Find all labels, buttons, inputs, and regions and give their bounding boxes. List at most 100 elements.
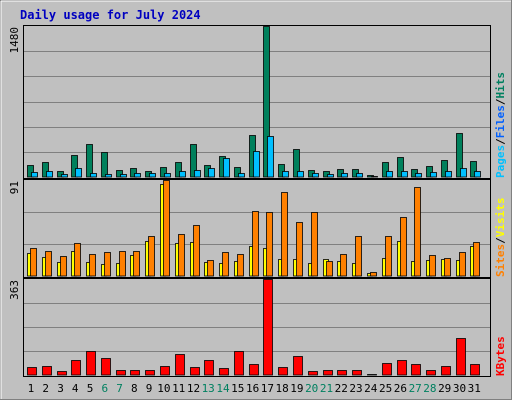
bar-kbytes-day-29 [441,366,451,376]
bar-files-day-4 [75,168,82,178]
x-label-day-16: 16 [246,382,259,395]
bar-kbytes-day-14 [219,368,229,376]
bar-visits-day-1 [30,248,37,277]
x-label-day-21: 21 [320,382,333,395]
legend-sites: Sites [494,244,507,277]
x-label-day-18: 18 [275,382,288,395]
bar-visits-day-24 [370,272,377,277]
x-label-day-15: 15 [231,382,244,395]
bar-visits-day-10 [163,180,170,277]
bar-kbytes-day-6 [101,358,111,376]
x-label-day-6: 6 [101,382,108,395]
x-label-day-30: 30 [453,382,466,395]
bar-kbytes-day-7 [116,370,126,376]
bar-visits-day-5 [89,254,96,277]
bar-visits-day-25 [385,236,392,277]
bar-visits-day-12 [193,225,200,277]
x-label-day-7: 7 [116,382,123,395]
x-label-day-2: 2 [42,382,49,395]
x-label-day-8: 8 [131,382,138,395]
x-label-day-5: 5 [87,382,94,395]
bar-visits-day-14 [222,252,229,277]
bar-files-day-27 [415,173,422,178]
bar-kbytes-day-30 [456,338,466,376]
bar-visits-day-4 [74,243,81,277]
bar-hits-day-31 [470,161,477,178]
bar-visits-day-6 [104,252,111,277]
bar-files-day-12 [194,170,201,178]
bar-kbytes-day-10 [160,366,170,376]
bar-visits-day-18 [281,192,288,277]
x-label-day-4: 4 [72,382,79,395]
bar-visits-day-2 [45,251,52,277]
bar-kbytes-day-22 [337,370,347,376]
bar-visits-day-19 [296,222,303,277]
bar-kbytes-day-16 [249,364,259,376]
bar-kbytes-day-3 [57,371,67,376]
bar-files-day-26 [401,171,408,178]
bottom-panel-grid [24,303,490,352]
x-label-day-11: 11 [172,382,185,395]
bar-visits-day-17 [266,212,273,277]
bar-hits-day-11 [175,162,182,178]
bar-files-day-15 [238,173,245,178]
bar-kbytes-day-21 [323,370,333,376]
top-legend: Pages/Files/Hits [494,72,507,178]
middle-panel-bars [27,180,480,277]
x-label-day-22: 22 [335,382,348,395]
x-label-day-3: 3 [57,382,64,395]
bar-visits-day-23 [355,236,362,277]
bar-files-day-29 [445,171,452,178]
bar-hits-day-6 [101,152,108,178]
bar-hits-day-19 [293,149,300,178]
bar-kbytes-day-12 [190,367,200,376]
bar-kbytes-day-1 [27,367,37,376]
bar-kbytes-day-18 [278,367,288,376]
bar-kbytes-day-15 [234,351,244,376]
bar-files-day-11 [179,171,186,178]
bar-hits-day-2 [42,162,49,178]
bar-kbytes-day-26 [397,360,407,376]
top-panel-bars [27,26,481,178]
bar-hits-day-29 [441,160,448,178]
bar-files-day-22 [341,173,348,178]
bar-files-day-5 [90,173,97,178]
bar-hits-day-7 [116,170,123,178]
bar-files-day-18 [282,171,289,178]
legend-hits: Hits [494,72,507,99]
bar-files-day-10 [164,173,171,178]
bar-hits-day-17 [263,26,270,178]
bar-files-day-30 [460,168,467,178]
chart-title: Daily usage for July 2024 [20,8,201,22]
bar-files-day-1 [31,172,38,178]
x-label-day-14: 14 [216,382,230,395]
x-label-day-1: 1 [28,382,35,395]
bar-files-day-6 [105,174,112,178]
bar-kbytes-day-23 [352,370,362,376]
legend-separator: / [494,98,507,105]
bar-hits-day-15 [234,167,241,178]
x-label-day-26: 26 [394,382,407,395]
bar-kbytes-day-24 [367,374,377,376]
bar-visits-day-22 [340,254,347,277]
bar-hits-day-26 [397,157,404,178]
bar-files-day-21 [327,174,334,178]
bar-files-day-23 [356,173,363,178]
legend-pages: Pages [494,145,507,178]
bar-hits-day-4 [71,155,78,178]
bar-kbytes-day-13 [204,360,214,376]
x-label-day-13: 13 [202,382,215,395]
bar-kbytes-day-25 [382,363,392,376]
bar-files-day-31 [474,171,481,178]
bar-kbytes-day-31 [470,364,480,376]
bar-files-day-2 [46,171,53,178]
x-axis-labels: 1 2 3 4 5 6 7 8 9 10 11 12 13 14 15 16 17 18 19 20 21 22 23 24 2… [28,382,481,395]
bar-hits-day-1 [27,165,34,178]
bar-kbytes-day-4 [71,360,81,376]
bar-visits-day-15 [237,254,244,277]
x-label-day-17: 17 [261,382,274,395]
middle-y-max-label: 91 [8,181,21,194]
bar-hits-day-30 [456,133,463,178]
bottom-panel-bars [27,279,480,376]
bar-visits-day-16 [252,211,259,277]
